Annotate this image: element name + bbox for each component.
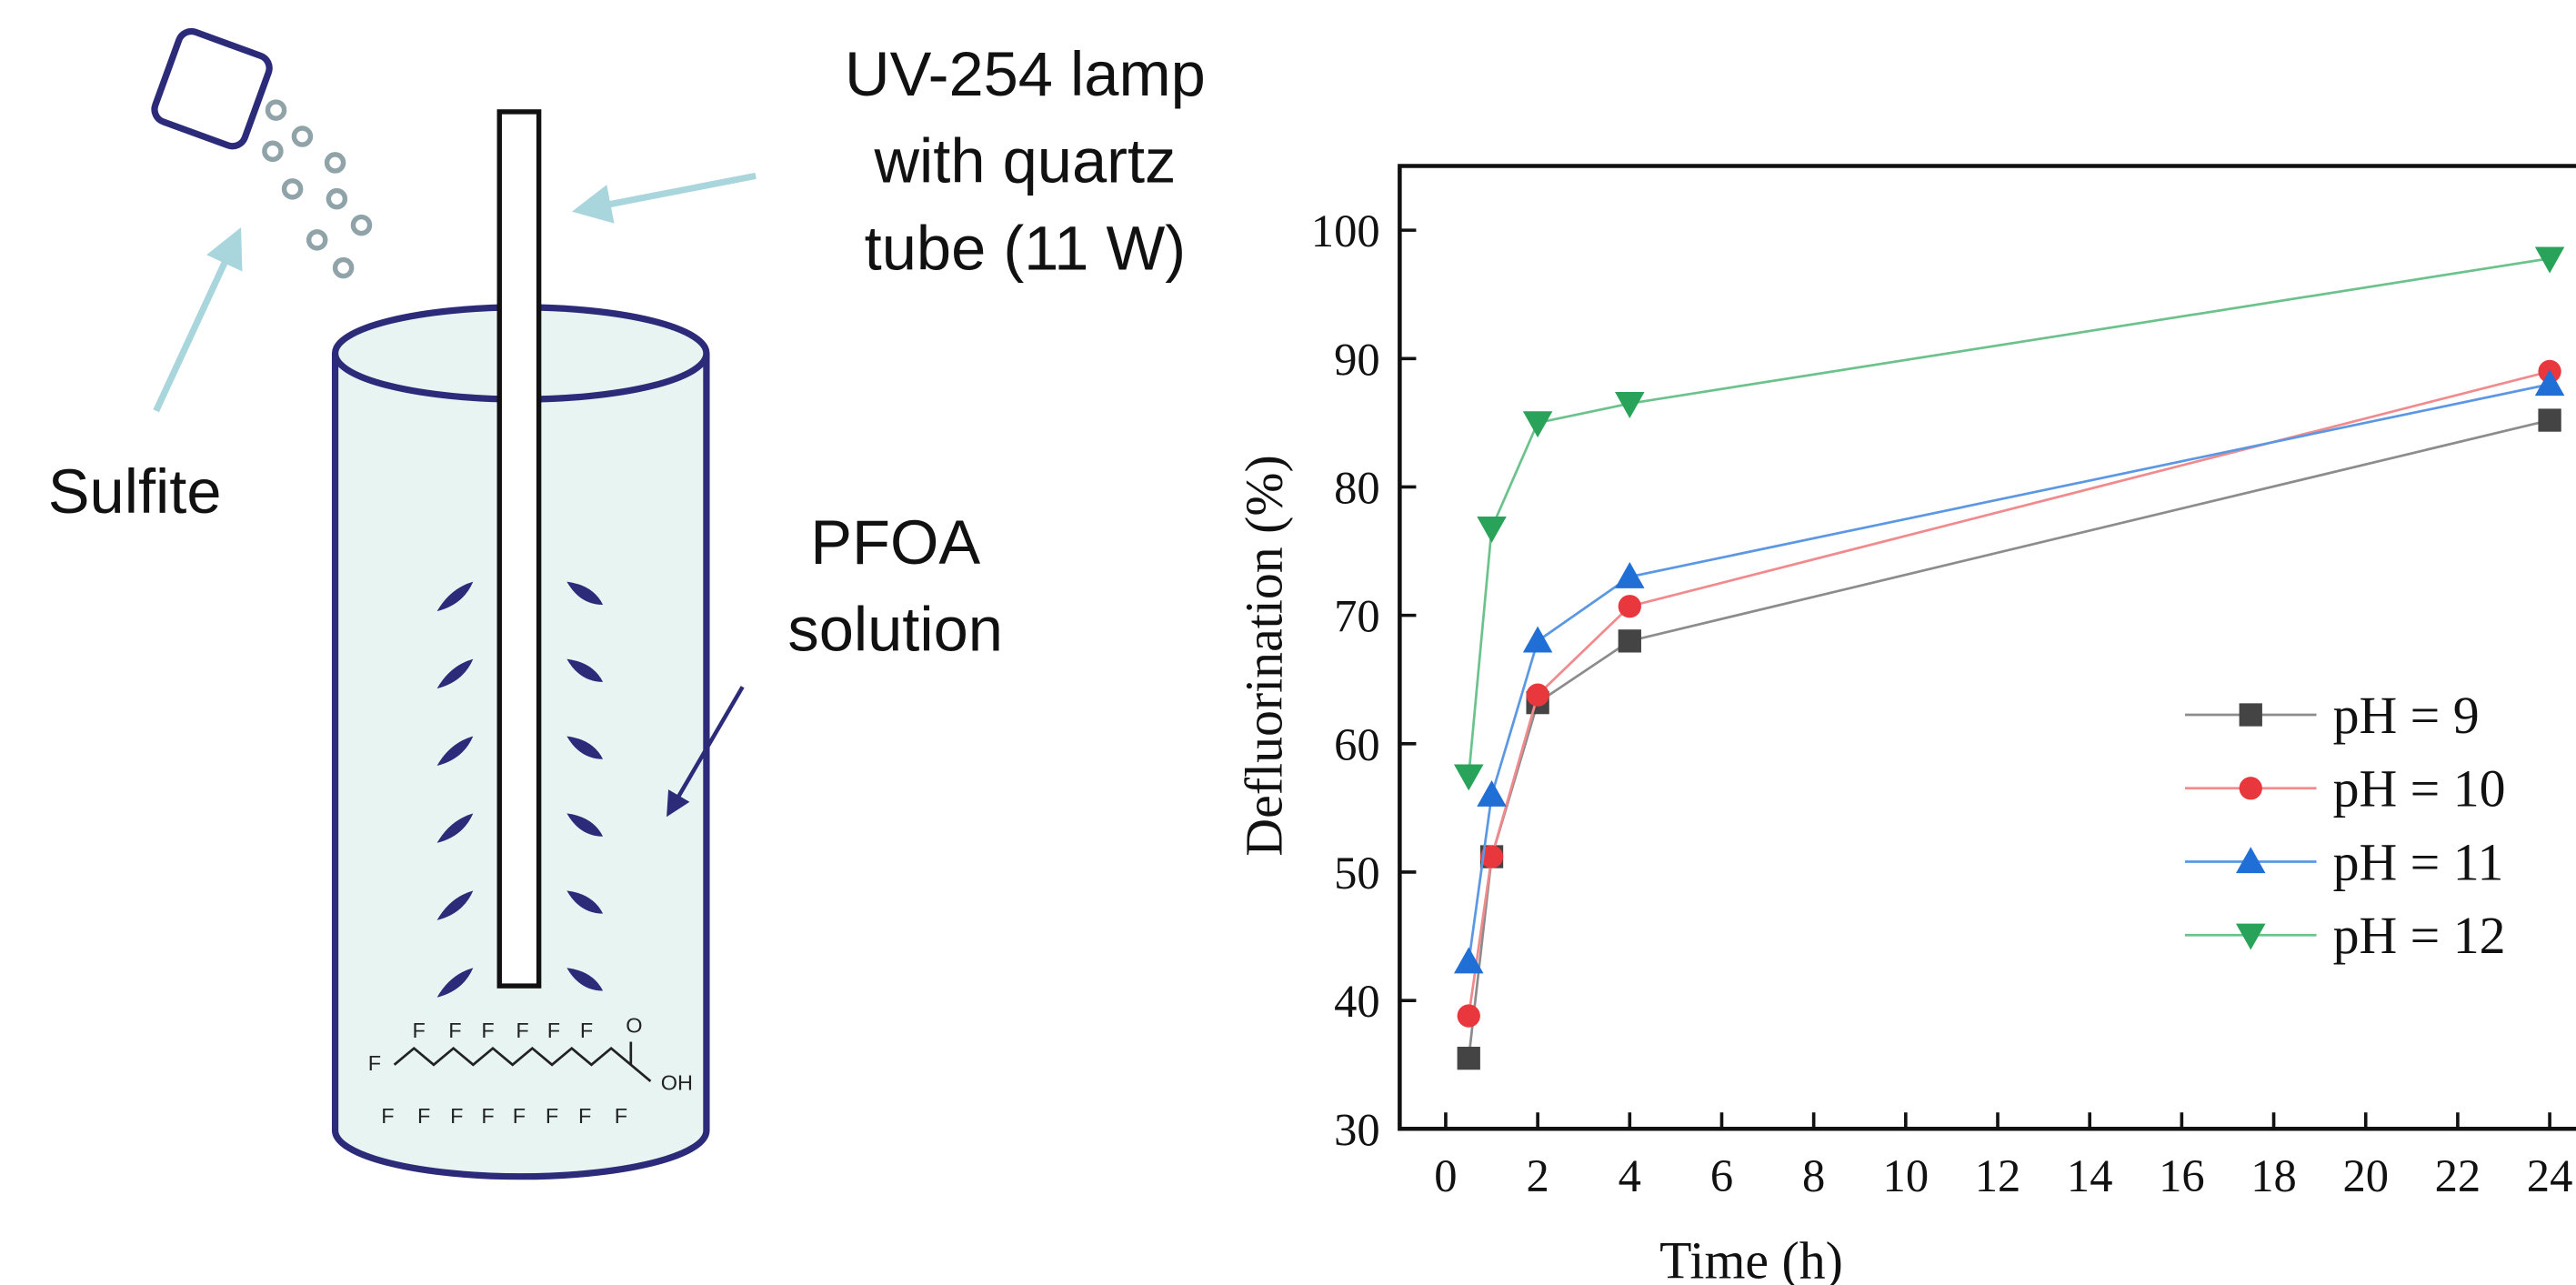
solution-label: PFOA (810, 507, 980, 577)
pfoa-atoms: F F F F F F O F F F F F F F F F OH (368, 1013, 693, 1127)
atom: OH (661, 1071, 693, 1095)
legend-marker (2236, 847, 2266, 874)
marker (2534, 369, 2565, 397)
lamp-tube (496, 109, 542, 989)
lamp-arrow (571, 172, 757, 224)
marker (1618, 595, 1641, 618)
atom: F (417, 1104, 430, 1128)
y-tick-label: 90 (1334, 334, 1380, 385)
x-tick-label: 6 (1710, 1150, 1733, 1201)
legend-label: pH = 12 (2333, 906, 2506, 965)
y-tick-label: 100 (1311, 206, 1380, 256)
atom: F (381, 1104, 394, 1128)
diagram-labels: UV-254 lamp with quartz tube (11 W) Sulf… (48, 39, 1206, 665)
reactor-diagram: F F F F F F O F F F F F F F F F OH UV (48, 27, 1206, 1180)
x-tick-label: 2 (1526, 1150, 1549, 1201)
legend-marker (2239, 703, 2262, 727)
atom: F (481, 1104, 494, 1128)
atom: F (547, 1019, 560, 1042)
x-tick-label: 4 (1619, 1150, 1641, 1201)
marker (1615, 562, 1645, 588)
x-tick-label: 20 (2342, 1150, 2389, 1201)
y-tick-label: 30 (1334, 1104, 1380, 1155)
solution-arrow (667, 686, 745, 818)
y-tick-label: 80 (1334, 463, 1380, 514)
atom: F (513, 1104, 526, 1128)
marker (2538, 408, 2561, 432)
marker (1522, 411, 1553, 438)
atom: F (578, 1104, 591, 1128)
atom: O (626, 1013, 642, 1037)
y-tick-label: 40 (1334, 976, 1380, 1027)
legend-marker (2239, 777, 2262, 800)
legend-label: pH = 10 (2333, 759, 2506, 818)
x-tick-label: 16 (2159, 1150, 2205, 1201)
x-tick-label: 12 (1975, 1150, 2021, 1201)
sulfite-particles (262, 99, 373, 279)
x-tick-label: 10 (1883, 1150, 1929, 1201)
x-tick-label: 0 (1434, 1150, 1457, 1201)
atom: F (413, 1019, 426, 1042)
atom: F (450, 1104, 463, 1128)
marker (1457, 1004, 1480, 1028)
legend-marker (2236, 923, 2266, 950)
sulfite-arrow (153, 227, 243, 413)
y-tick-label: 70 (1334, 591, 1380, 642)
lamp-label: tube (11 W) (865, 213, 1186, 283)
y-tick-label: 60 (1334, 719, 1380, 770)
electrons (436, 581, 604, 998)
atom: F (615, 1104, 627, 1128)
y-tick-label: 50 (1334, 848, 1380, 898)
marker (1453, 764, 1484, 791)
marker (1522, 626, 1553, 653)
atom: F (368, 1051, 381, 1075)
x-tick-label: 24 (2527, 1150, 2573, 1201)
marker (1453, 947, 1484, 974)
sulfite-container (151, 27, 273, 150)
chart: 0 2 4 6 8 10 12 14 16 18 20 22 2430405060708090100Ti… (1234, 164, 2576, 1285)
lamp-label: with quartz (873, 126, 1176, 196)
x-tick-label: 14 (2067, 1150, 2113, 1201)
marker (1477, 516, 1507, 543)
marker (1526, 683, 1549, 707)
x-tick-label: 22 (2435, 1150, 2481, 1201)
y-axis-label: Defluorination (%) (1234, 455, 1293, 856)
x-tick-label: 18 (2250, 1150, 2297, 1201)
marker (1615, 392, 1645, 418)
marker (1618, 629, 1641, 653)
atom: F (448, 1019, 461, 1042)
solution-label: solution (787, 595, 1003, 665)
plot-frame (1398, 164, 2576, 1131)
x-axis-label: Time (h) (1659, 1231, 1843, 1285)
atom: F (546, 1104, 558, 1128)
lamp-label: UV-254 lamp (845, 39, 1206, 109)
atom: F (516, 1019, 528, 1042)
legend-label: pH = 9 (2333, 686, 2480, 745)
pfoa-chain (393, 1047, 652, 1082)
atom: F (481, 1019, 494, 1042)
sulfite-label: Sulfite (48, 457, 222, 527)
marker (2534, 246, 2565, 274)
x-tick-label: 8 (1802, 1150, 1825, 1201)
marker (1457, 1047, 1480, 1070)
marker (1479, 845, 1504, 868)
marker (1477, 780, 1507, 807)
legend-label: pH = 11 (2333, 832, 2504, 891)
atom: F (580, 1019, 593, 1042)
